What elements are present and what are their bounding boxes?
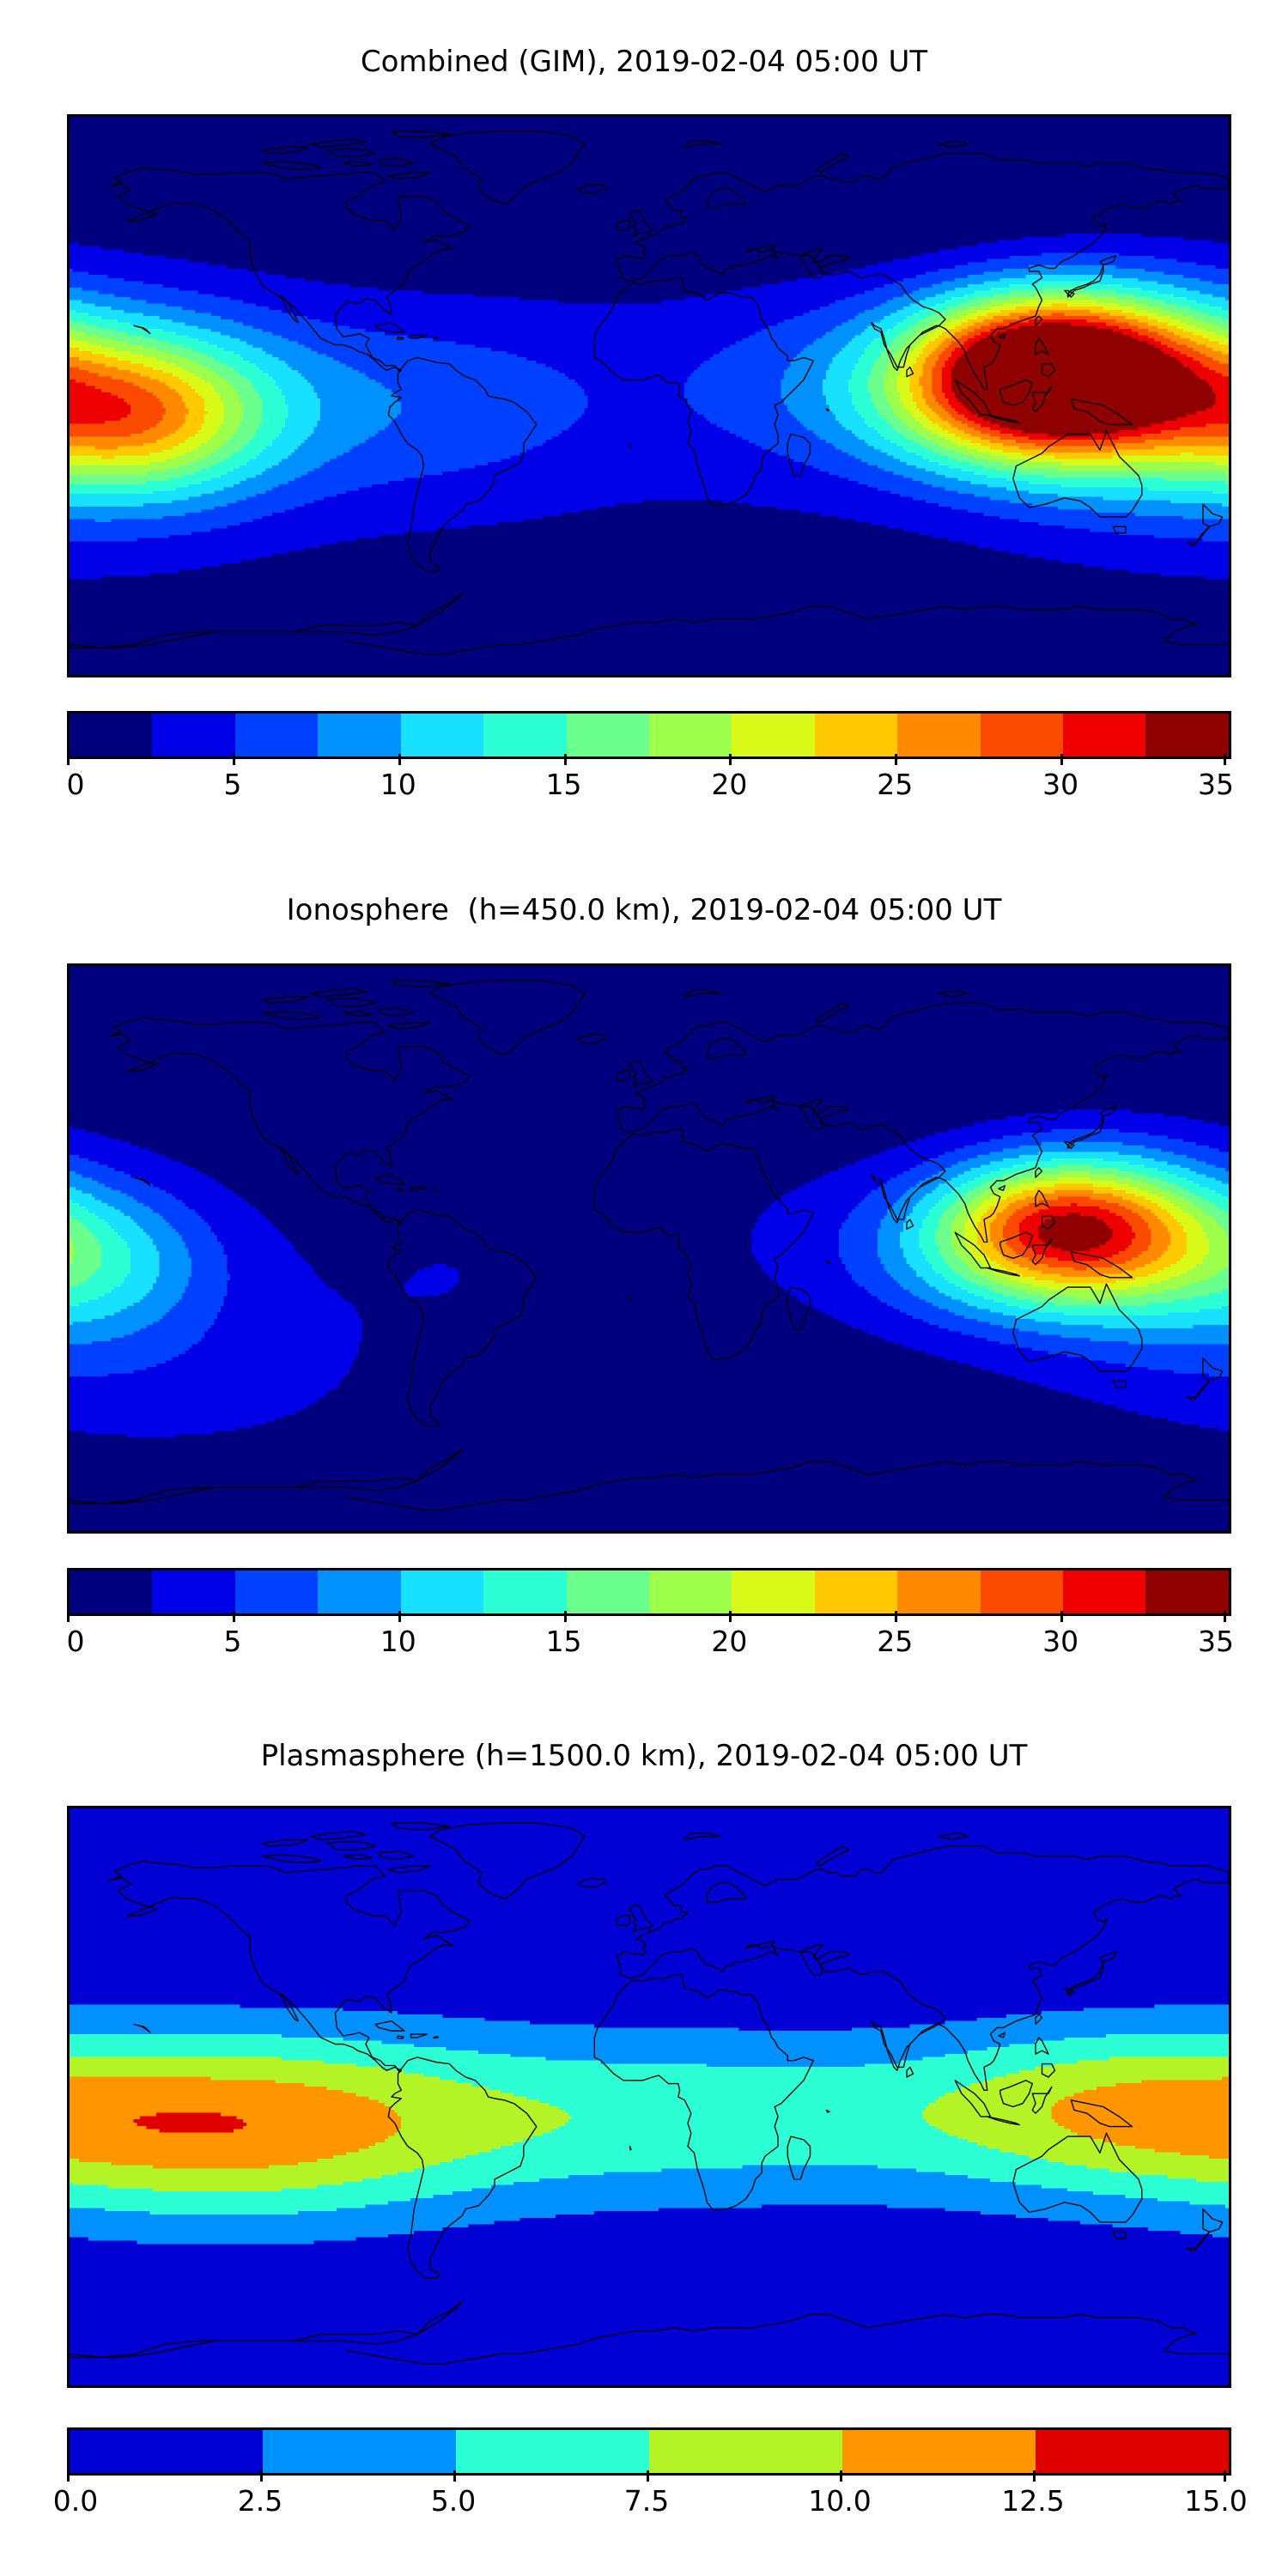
colorbar-tick-label: 5: [223, 768, 242, 801]
colorbar-band: [152, 714, 235, 756]
panel-title-combined-gim: Combined (GIM), 2019-02-04 05:00 UT: [360, 45, 928, 79]
colorbar-plasmasphere: 0.0 2.5 5.0 7.5 10.0 12.5 15.0: [53, 2427, 1248, 2517]
map-axes-combined-gim: [67, 114, 1231, 677]
colorbar-band: [483, 714, 567, 756]
colorbar-band: [1036, 2430, 1229, 2473]
colorbar-band: [1063, 714, 1146, 756]
colorbar-gradient-combined-gim: [67, 711, 1231, 759]
colorbar-tick-label: 25: [877, 1625, 914, 1658]
colorbar-band: [649, 2430, 842, 2473]
colorbar-band: [897, 1571, 981, 1613]
map-axes-plasmasphere: [67, 1806, 1231, 2388]
colorbar-band: [483, 1571, 567, 1613]
colorbar-band: [1063, 1571, 1146, 1613]
colorbar-tick-label: 30: [1042, 768, 1079, 801]
map-axes-ionosphere: [67, 963, 1231, 1534]
colorbar-band: [400, 1571, 484, 1613]
colorbar-band: [152, 1571, 235, 1613]
contour-field: [70, 966, 1229, 1531]
colorbar-tick-label: 5: [223, 1625, 242, 1658]
colorbar-band: [234, 1571, 319, 1613]
colorbar-tick-label: 20: [711, 1625, 748, 1658]
panel-title-ionosphere: Ionosphere (h=450.0 km), 2019-02-04 05:0…: [286, 893, 1002, 927]
colorbar-tick-label: 12.5: [1001, 2484, 1065, 2518]
colorbar-tick-label: 30: [1042, 1625, 1079, 1658]
colorbar-ionosphere: 0 5 10 15 20 25 30 35: [67, 1568, 1234, 1657]
colorbar-tick-label: 7.5: [623, 2484, 670, 2518]
colorbar-band: [1145, 1571, 1229, 1613]
colorbar-tick-label: 10: [380, 1625, 416, 1658]
coastlines: [70, 131, 1229, 654]
colorbar-band: [318, 714, 401, 756]
colorbar-band: [400, 714, 484, 756]
colorbar-band: [456, 2430, 649, 2473]
panel-title-plasmasphere: Plasmasphere (h=1500.0 km), 2019-02-04 0…: [260, 1739, 1028, 1773]
colorbar-tick-label: 0: [66, 1625, 85, 1658]
colorbar-tick-label: 15: [545, 1625, 582, 1658]
colorbar-tick-label: 35: [1198, 1625, 1234, 1658]
colorbar-band: [732, 714, 815, 756]
colorbar-band: [897, 714, 981, 756]
colorbar-tick-label: 20: [711, 768, 748, 801]
colorbar-tick-label: 2.5: [237, 2484, 283, 2518]
colorbar-band: [263, 2430, 456, 2473]
colorbar-band: [318, 1571, 401, 1613]
colorbar-tick-label: 0: [66, 768, 85, 801]
colorbar-tick-label: 5.0: [430, 2484, 477, 2518]
colorbar-band: [70, 2430, 263, 2473]
colorbar-band: [648, 1571, 732, 1613]
colorbar-band: [814, 714, 898, 756]
contour-field: [70, 1808, 1229, 2385]
colorbar-tick-label: 25: [877, 768, 914, 801]
colorbar-band: [70, 714, 153, 756]
colorbar-band: [566, 714, 649, 756]
colorbar-band: [566, 1571, 649, 1613]
colorbar-tick-label: 15.0: [1184, 2484, 1248, 2518]
colorbar-band: [732, 1571, 815, 1613]
colorbar-tick-label: 0.0: [52, 2484, 99, 2518]
colorbar-band: [842, 2430, 1036, 2473]
colorbar-band: [980, 714, 1064, 756]
colorbar-gradient-plasmasphere: [67, 2427, 1231, 2476]
colorbar-tick-label: 15: [545, 768, 582, 801]
colorbar-tick-label: 35: [1198, 768, 1234, 801]
coastlines: [70, 1823, 1229, 2364]
colorbar-band: [70, 1571, 153, 1613]
colorbar-band: [814, 1571, 898, 1613]
coastlines: [70, 981, 1229, 1510]
colorbar-tick-label: 10.0: [808, 2484, 872, 2518]
colorbar-combined-gim: 0 5 10 15 20 25 30 35: [67, 711, 1234, 800]
colorbar-tick-label: 10: [380, 768, 416, 801]
colorbar-band: [648, 714, 732, 756]
colorbar-band: [234, 714, 319, 756]
contour-field: [70, 117, 1229, 675]
colorbar-gradient-ionosphere: [67, 1568, 1231, 1616]
colorbar-band: [980, 1571, 1064, 1613]
colorbar-band: [1145, 714, 1229, 756]
